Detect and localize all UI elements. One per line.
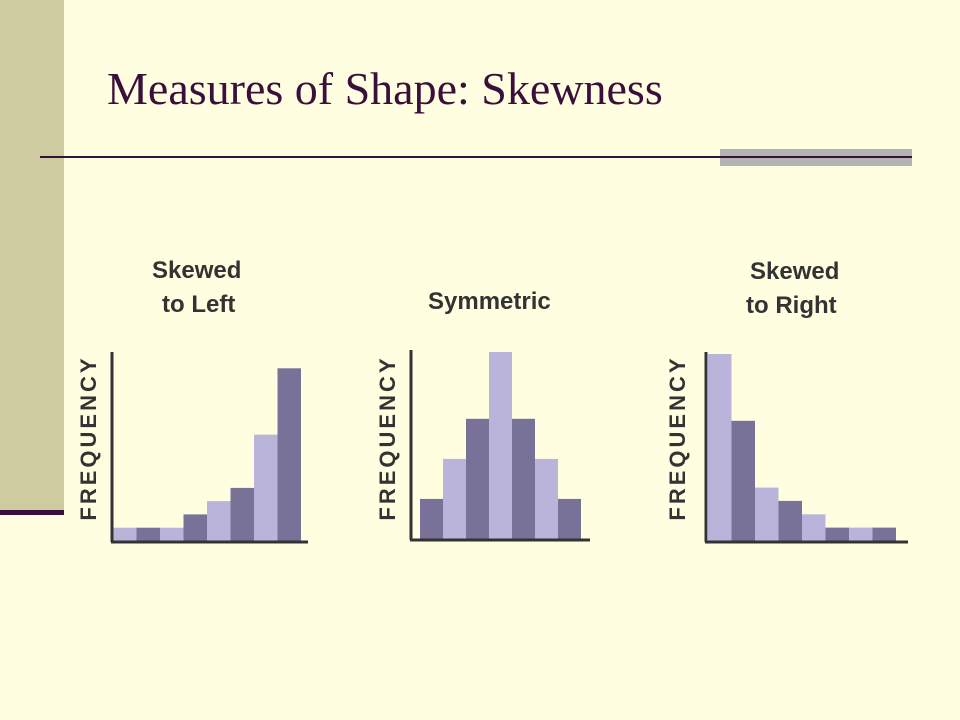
histogram-bar	[230, 487, 254, 541]
sidebar-band	[0, 0, 64, 512]
histogram-bar	[160, 527, 184, 541]
histogram-bar	[872, 527, 896, 541]
chart-title-symmetric: Symmetric	[428, 285, 551, 319]
chart-title-line: to Left	[162, 291, 236, 318]
histogram-bar	[466, 418, 489, 539]
histogram-bar	[778, 500, 802, 541]
chart-title-line: Symmetric	[428, 288, 551, 315]
histogram-2	[704, 352, 908, 544]
title-divider-accent-line	[720, 156, 912, 158]
histogram-bar	[825, 527, 849, 541]
histogram-bar	[558, 498, 581, 539]
histogram-bar	[512, 418, 535, 539]
chart-title-skewed-left: Skewed to Left	[152, 254, 241, 322]
histogram-bar	[277, 368, 301, 541]
chart-title-line: to Right	[746, 292, 837, 319]
title-divider	[40, 156, 912, 158]
chart-title-skewed-right: Skewed to Right	[746, 255, 839, 323]
histogram-bar	[136, 527, 160, 541]
slide-title: Measures of Shape: Skewness	[107, 63, 663, 114]
histogram-bar	[708, 354, 732, 541]
histogram-bar	[489, 352, 512, 539]
histogram-bar	[113, 527, 137, 541]
chart-title-line: Skewed	[750, 258, 840, 285]
histogram-bar	[755, 487, 779, 541]
histogram-bar	[207, 501, 231, 541]
histogram-bar	[183, 514, 207, 541]
histogram-bar	[420, 498, 443, 539]
sidebar-accent-line	[0, 510, 64, 515]
histogram-bar	[254, 434, 278, 541]
histogram-bar	[849, 527, 873, 541]
histogram-bar	[535, 458, 558, 539]
histogram-1	[409, 350, 590, 542]
histogram-0	[110, 352, 308, 544]
histogram-bar	[731, 420, 755, 541]
histogram-bar	[802, 514, 826, 541]
histogram-bar	[443, 458, 466, 539]
chart-title-line: Skewed	[152, 257, 242, 284]
